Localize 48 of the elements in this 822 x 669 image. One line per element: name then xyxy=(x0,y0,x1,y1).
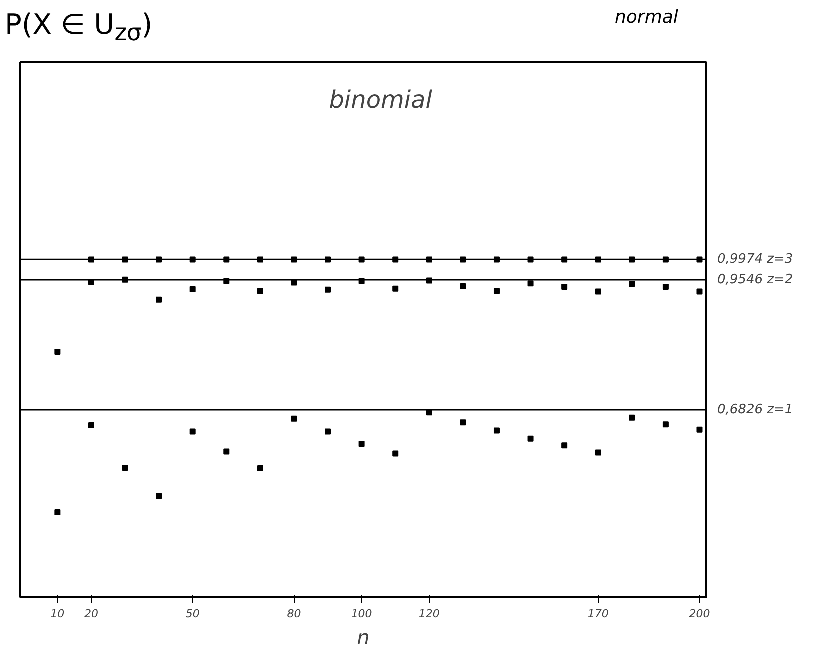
x-tick-label: 80 xyxy=(287,608,302,620)
y-axis-title: P(X ∈ U$_{zσ}$) xyxy=(5,8,153,47)
point xyxy=(190,428,196,435)
point xyxy=(494,288,500,294)
x-tick-label: 170 xyxy=(588,608,609,620)
point xyxy=(460,284,466,290)
ref-line-label: 0,9974 z=3 xyxy=(718,252,794,268)
x-axis-title: n xyxy=(357,626,370,650)
point xyxy=(54,348,61,355)
text: normal xyxy=(615,7,678,28)
point xyxy=(662,284,669,290)
x-tick-label: 120 xyxy=(418,608,440,620)
point xyxy=(562,442,568,449)
point xyxy=(696,426,703,433)
point xyxy=(696,288,703,295)
point xyxy=(257,466,264,472)
point xyxy=(257,288,264,294)
point xyxy=(224,448,230,455)
x-tick-label: 10 xyxy=(50,608,65,620)
point xyxy=(528,436,534,442)
point xyxy=(88,422,94,429)
point xyxy=(358,441,365,448)
annotation: binomial xyxy=(329,86,433,114)
x-tick-label: 200 xyxy=(689,608,710,620)
point xyxy=(156,493,162,500)
point xyxy=(595,288,602,295)
point xyxy=(494,428,500,434)
ref-line-label: 0,9546 z=2 xyxy=(718,272,794,288)
point xyxy=(629,281,636,288)
x-tick-label: 100 xyxy=(351,608,372,620)
ref-line-label: 0,6826 z=1 xyxy=(718,402,794,418)
point xyxy=(325,428,332,435)
point xyxy=(54,509,61,516)
point xyxy=(392,286,399,292)
x-tick-label: 50 xyxy=(186,608,200,620)
point xyxy=(122,465,128,472)
x-tick-label: 20 xyxy=(84,608,98,620)
point xyxy=(528,280,534,287)
point xyxy=(325,286,332,293)
point xyxy=(291,416,298,422)
point xyxy=(662,422,669,428)
point xyxy=(156,296,162,303)
point xyxy=(562,284,568,290)
point xyxy=(392,450,399,457)
point xyxy=(629,414,636,421)
point xyxy=(460,420,466,426)
point xyxy=(595,450,602,456)
point xyxy=(190,286,196,292)
